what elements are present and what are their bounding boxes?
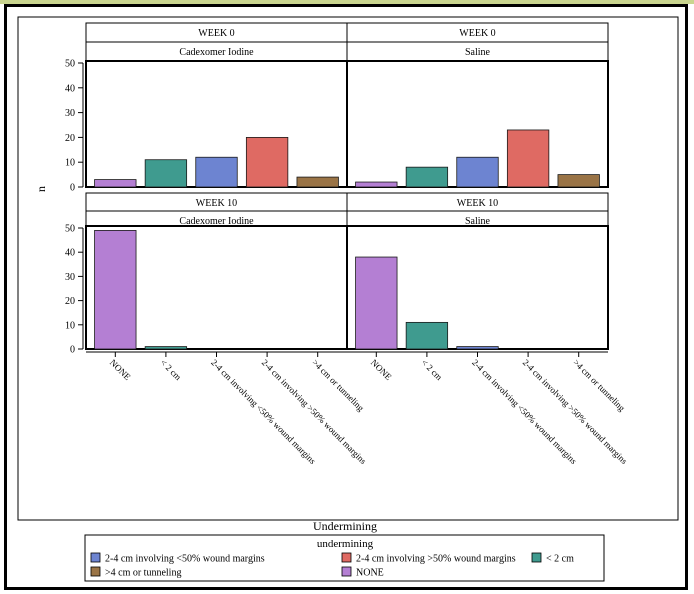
x-tick-label: >4 cm or tunneling [310, 357, 366, 413]
panel-treatment-label: Saline [465, 216, 491, 227]
panel: WEEK 10 Cadexomer Iodine 0 10 20 30 40 50 NONE < … [65, 192, 369, 466]
bar [94, 179, 137, 188]
x-tick-label: 2-4 cm involving >50% wound margins [260, 357, 369, 466]
y-tick-label: 50 [65, 224, 75, 235]
legend-label: NONE [356, 568, 384, 579]
bar [195, 156, 238, 188]
y-tick-label: 20 [65, 296, 75, 307]
panel-treatment-label: Cadexomer Iodine [179, 47, 254, 58]
legend-title: undermining [317, 538, 374, 550]
legend-swatch [531, 552, 542, 563]
panel-bar-chart: WEEK 0 Cadexomer Iodine 0 10 20 30 40 50 WEEK 0 S… [17, 16, 679, 582]
x-tick-label: < 2 cm [158, 357, 183, 382]
legend: undermining 2-4 cm involving <50% wound m… [84, 534, 605, 582]
legend-label: >4 cm or tunneling [105, 568, 181, 579]
bar [557, 174, 600, 188]
x-tick-label: < 2 cm [419, 357, 444, 382]
panel-treatment-label: Cadexomer Iodine [179, 216, 254, 227]
y-axis-label: n [34, 186, 48, 192]
bar [296, 176, 339, 188]
panel: WEEK 0 Saline [346, 22, 609, 188]
panel-week-label: WEEK 10 [196, 198, 237, 209]
chart-frame: WEEK 0 Cadexomer Iodine 0 10 20 30 40 50 WEEK 0 S… [4, 4, 688, 590]
bar [144, 159, 188, 188]
y-tick-label: 30 [65, 108, 75, 119]
legend-label: 2-4 cm involving >50% wound margins [356, 554, 516, 565]
y-tick-label: 0 [70, 345, 75, 356]
x-tick-label: NONE [369, 357, 394, 382]
panels-group: WEEK 0 Cadexomer Iodine 0 10 20 30 40 50 WEEK 0 S… [65, 22, 630, 466]
bar [456, 156, 499, 188]
legend-swatch [341, 552, 352, 563]
x-tick-label: 2-4 cm involving >50% wound margins [521, 357, 630, 466]
x-axis-label: Undermining [313, 519, 377, 533]
y-tick-label: 50 [65, 59, 75, 70]
bar [405, 321, 449, 350]
y-tick-label: 30 [65, 272, 75, 283]
x-tick-label: >4 cm or tunneling [571, 357, 627, 413]
bar [456, 346, 499, 350]
legend-swatch [90, 566, 101, 577]
top-accent-bar [0, 0, 694, 4]
x-tick-label: 2-4 cm involving <50% wound margins [470, 357, 579, 466]
bar [94, 230, 137, 350]
x-tick-label: NONE [108, 357, 133, 382]
bar [144, 346, 188, 350]
y-tick-label: 40 [65, 248, 75, 259]
panel: WEEK 10 Saline NONE < 2 cm 2-4 cm involving … [346, 192, 630, 466]
legend-swatch [90, 552, 101, 563]
panel-treatment-label: Saline [465, 47, 491, 58]
y-tick-label: 20 [65, 133, 75, 144]
legend-swatch [341, 566, 352, 577]
bar [355, 181, 398, 188]
y-tick-label: 0 [70, 183, 75, 194]
x-tick-label: 2-4 cm involving <50% wound margins [209, 357, 318, 466]
panel-week-label: WEEK 0 [459, 28, 495, 39]
y-tick-label: 40 [65, 83, 75, 94]
bar [506, 129, 550, 188]
plot-area-border [17, 16, 679, 521]
panel-week-label: WEEK 10 [457, 198, 498, 209]
panel: WEEK 0 Cadexomer Iodine 0 10 20 30 40 50 [65, 22, 348, 194]
legend-label: 2-4 cm involving <50% wound margins [105, 554, 265, 565]
legend-label: < 2 cm [546, 554, 574, 565]
bar [245, 136, 289, 188]
bar [355, 256, 398, 350]
y-tick-label: 10 [65, 158, 75, 169]
y-tick-label: 10 [65, 320, 75, 331]
bar [405, 166, 449, 188]
panel-week-label: WEEK 0 [198, 28, 234, 39]
